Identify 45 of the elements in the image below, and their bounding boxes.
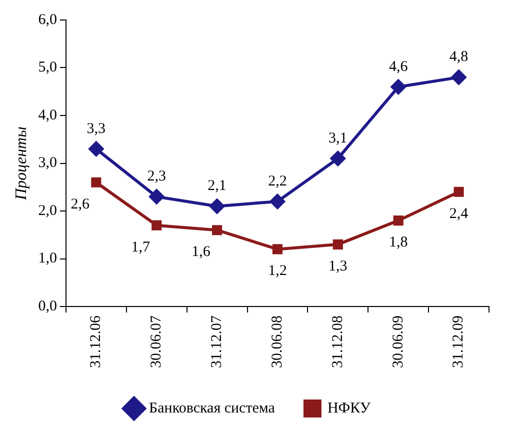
point	[210, 198, 225, 214]
legend-label: НФКУ	[327, 400, 371, 416]
data-label: 3,1	[328, 130, 348, 146]
y-tick-label: 5,0	[38, 60, 57, 76]
y-tick-label: 0,0	[38, 298, 57, 314]
point	[454, 186, 464, 197]
y-axis-title: Проценты	[12, 126, 30, 201]
data-label: 1,7	[131, 239, 150, 256]
data-label: 1,2	[268, 263, 287, 280]
point	[330, 150, 346, 166]
point	[451, 70, 466, 85]
data-label: 1,8	[388, 234, 408, 250]
point	[152, 220, 162, 230]
point	[393, 216, 404, 226]
data-label: 2,3	[147, 168, 166, 185]
data-label: 2,4	[449, 206, 469, 222]
point	[390, 79, 406, 94]
point	[149, 189, 164, 204]
legend-label: Банковская система	[149, 400, 276, 416]
point	[332, 239, 343, 250]
point	[270, 194, 285, 209]
point	[212, 225, 222, 236]
x-tick-label: 30.06.08	[269, 316, 286, 368]
x-tick-label: 31.12.09	[450, 316, 467, 368]
x-tick-label: 31.12.06	[88, 315, 104, 368]
y-tick-label: 1,0	[38, 250, 57, 267]
y-tick-label: 2,0	[38, 202, 57, 219]
y-tick-label: 4,0	[38, 107, 57, 124]
data-label: 4,6	[388, 58, 408, 75]
point	[91, 177, 102, 188]
data-label: 2,6	[70, 196, 90, 212]
point	[272, 244, 283, 254]
data-label: 4,8	[449, 49, 468, 66]
data-label: 3,3	[86, 120, 106, 137]
data-label: 2,2	[268, 173, 287, 190]
y-tick-label: 3,0	[38, 155, 57, 172]
x-tick-label: 31.12.07	[208, 315, 225, 368]
data-label: 1,3	[328, 258, 348, 274]
x-tick-label: 30.06.09	[390, 316, 406, 368]
x-tick-label: 30.06.07	[148, 315, 165, 368]
y-tick-label: 6,0	[38, 12, 57, 28]
data-label: 1,6	[192, 244, 211, 260]
point	[88, 141, 104, 156]
x-tick-label: 31.12.08	[330, 316, 346, 368]
data-label: 2,1	[208, 178, 226, 194]
